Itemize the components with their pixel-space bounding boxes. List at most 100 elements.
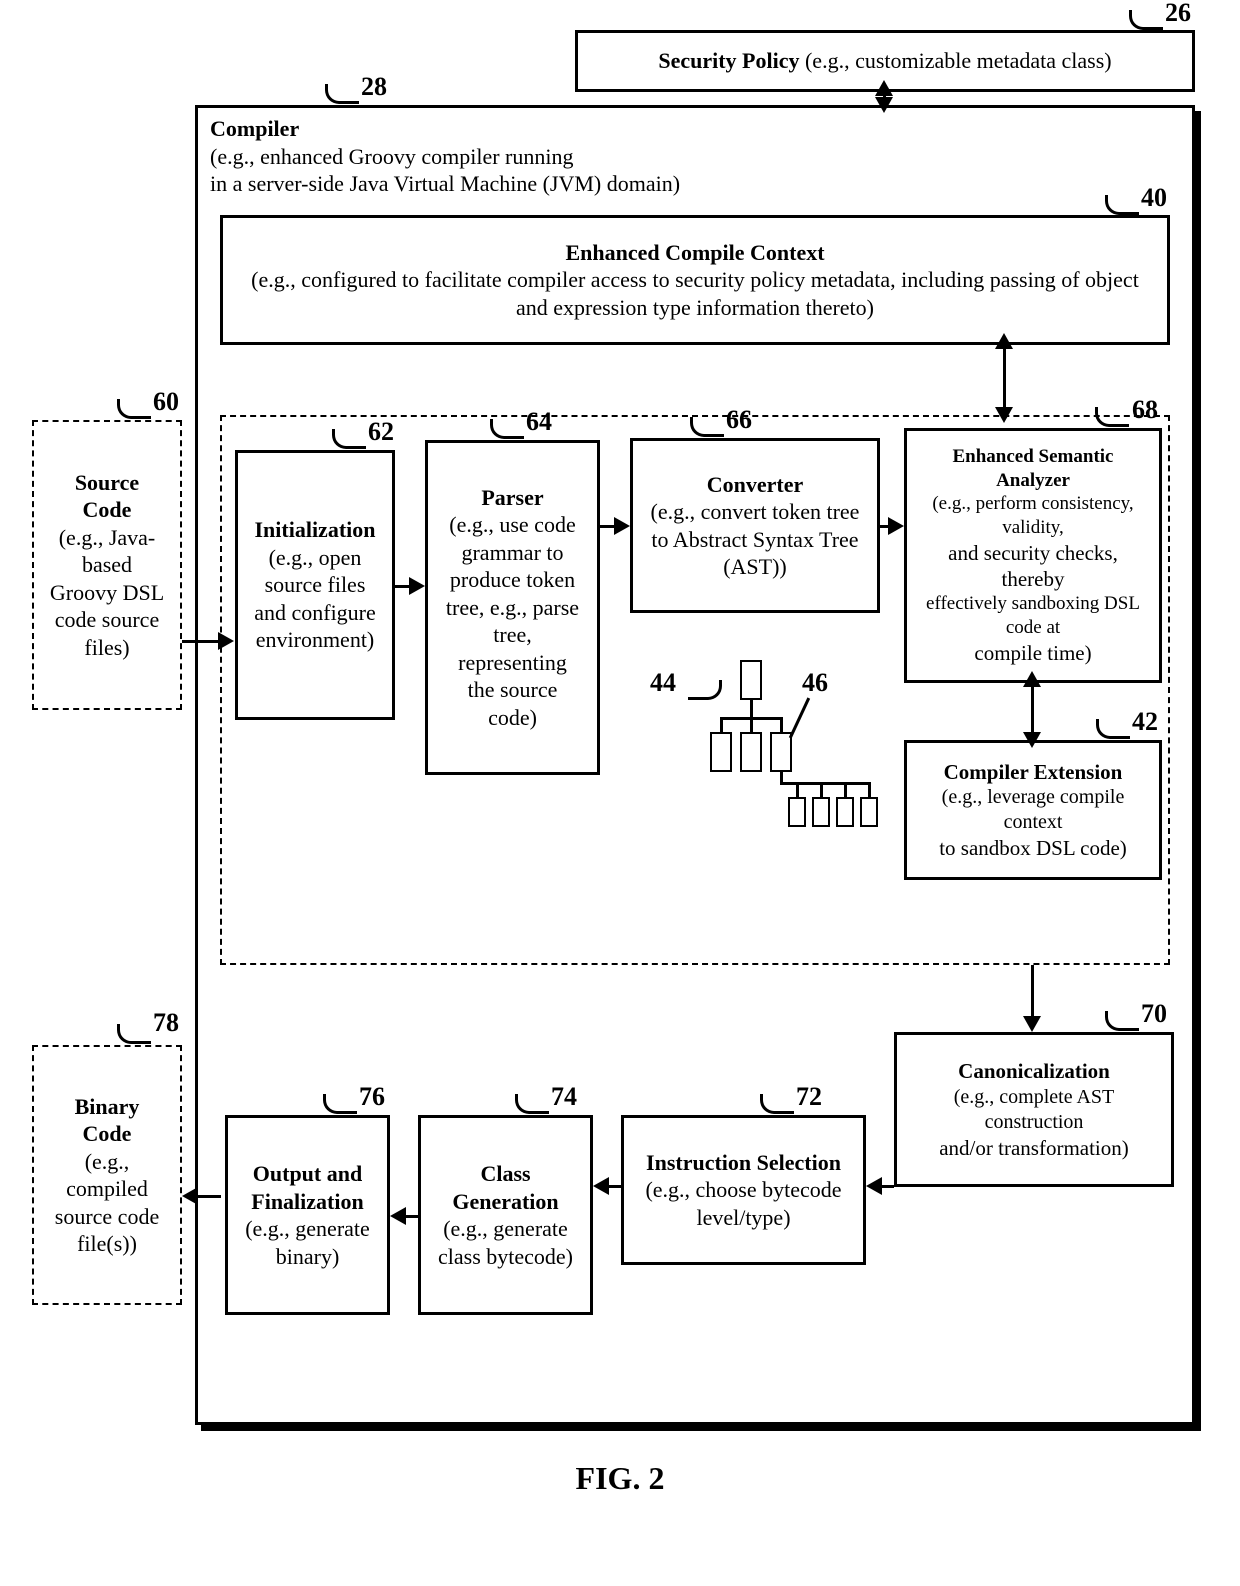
security-policy-title: Security Policy bbox=[658, 48, 799, 73]
parser-t: Parser bbox=[440, 484, 585, 512]
arrowhead-out-bin bbox=[182, 1187, 198, 1205]
can-d1: (e.g., complete AST construction bbox=[909, 1085, 1159, 1135]
bin-t1: Binary bbox=[46, 1093, 168, 1121]
ref-76: 76 bbox=[359, 1082, 385, 1112]
compiler-title: Compiler bbox=[210, 116, 299, 141]
arrowhead-down-cs bbox=[875, 97, 893, 113]
ref-44: 44 bbox=[650, 668, 676, 698]
ref-70: 70 bbox=[1141, 999, 1167, 1029]
ref-64: 64 bbox=[526, 407, 552, 437]
outfin-box: Output and Finalization (e.g., generate … bbox=[225, 1115, 390, 1315]
ref-66: 66 bbox=[726, 405, 752, 435]
ecc-box: Enhanced Compile Context (e.g., configur… bbox=[220, 215, 1170, 345]
cg-d1: (e.g., generate bbox=[433, 1215, 578, 1243]
ref-74: 74 bbox=[551, 1082, 577, 1112]
cext-d2: to sandbox DSL code) bbox=[919, 835, 1147, 861]
ref-68: 68 bbox=[1132, 395, 1158, 425]
arrow-ecc-esa bbox=[1003, 345, 1006, 415]
initialization-box: Initialization (e.g., open source files … bbox=[235, 450, 395, 720]
ref-62: 62 bbox=[368, 417, 394, 447]
ref-72: 72 bbox=[796, 1082, 822, 1112]
parser-d8: code) bbox=[440, 704, 585, 732]
ref-78: 78 bbox=[153, 1008, 179, 1038]
ref-42: 42 bbox=[1132, 707, 1158, 737]
conv-d1: (e.g., convert token tree bbox=[645, 498, 865, 526]
esa-d2: and security checks, thereby bbox=[919, 540, 1147, 593]
arrowhead-cg-out bbox=[390, 1207, 406, 1225]
can-t: Canonicalization bbox=[909, 1058, 1159, 1084]
source-d2: based bbox=[46, 551, 168, 579]
parser-d7: the source bbox=[440, 676, 585, 704]
bin-d4: file(s)) bbox=[46, 1230, 168, 1258]
arrow-can-is bbox=[880, 1185, 894, 1188]
cg-t2: Generation bbox=[433, 1188, 578, 1216]
of-t1: Output and bbox=[240, 1160, 375, 1188]
arrowhead-can-is bbox=[866, 1177, 882, 1195]
bin-d2: compiled bbox=[46, 1175, 168, 1203]
of-d2: binary) bbox=[240, 1243, 375, 1271]
parser-d2: grammar to bbox=[440, 539, 585, 567]
arrowhead-down-ee bbox=[995, 407, 1013, 423]
arrowhead-esa-canon bbox=[1023, 1016, 1041, 1032]
ref-hook-68 bbox=[1095, 407, 1129, 427]
source-d1: (e.g., Java- bbox=[46, 524, 168, 552]
arrowhead-is-cg bbox=[593, 1177, 609, 1195]
init-d2: source files bbox=[250, 571, 380, 599]
source-d4: code source bbox=[46, 606, 168, 634]
figure-canvas: Security Policy (e.g., customizable meta… bbox=[20, 20, 1220, 1520]
arrow-esa-canon bbox=[1031, 965, 1034, 1020]
parser-d5: tree, bbox=[440, 621, 585, 649]
figure-label: FIG. 2 bbox=[20, 1460, 1220, 1497]
can-d2: and/or transformation) bbox=[909, 1135, 1159, 1161]
ref-60: 60 bbox=[153, 387, 179, 417]
source-d3: Groovy DSL bbox=[46, 579, 168, 607]
source-code-box: Source Code (e.g., Java- based Groovy DS… bbox=[32, 420, 182, 710]
ref-hook-62 bbox=[332, 429, 366, 449]
arrowhead-up-ec bbox=[1023, 671, 1041, 687]
ref-hook-76 bbox=[323, 1094, 357, 1114]
ref-hook-72 bbox=[760, 1094, 794, 1114]
cext-d1: (e.g., leverage compile context bbox=[919, 785, 1147, 835]
converter-box: Converter (e.g., convert token tree to A… bbox=[630, 438, 880, 613]
cext-t: Compiler Extension bbox=[919, 759, 1147, 785]
instrsel-box: Instruction Selection (e.g., choose byte… bbox=[621, 1115, 866, 1265]
esa-d3: effectively sandboxing DSL code at bbox=[919, 592, 1147, 640]
esa-d1: (e.g., perform consistency, validity, bbox=[919, 492, 1147, 540]
parser-d3: produce token bbox=[440, 566, 585, 594]
conv-d3: (AST)) bbox=[645, 553, 865, 581]
parser-box: Parser (e.g., use code grammar to produc… bbox=[425, 440, 600, 775]
arrowhead-init-parser bbox=[409, 577, 425, 595]
conv-d2: to Abstract Syntax Tree bbox=[645, 526, 865, 554]
arrowhead-up-cs bbox=[875, 80, 893, 96]
ref-hook-60 bbox=[117, 399, 151, 419]
compiler-extension-box: Compiler Extension (e.g., leverage compi… bbox=[904, 740, 1162, 880]
ref-hook-28 bbox=[325, 84, 359, 104]
binary-code-box: Binary Code (e.g., compiled source code … bbox=[32, 1045, 182, 1305]
ref-hook-26 bbox=[1129, 10, 1163, 30]
source-t2: Code bbox=[46, 496, 168, 524]
security-policy-detail: (e.g., customizable metadata class) bbox=[799, 48, 1111, 73]
esa-d4: compile time) bbox=[919, 640, 1147, 666]
of-d1: (e.g., generate bbox=[240, 1215, 375, 1243]
arrowhead-down-ec bbox=[1023, 732, 1041, 748]
cg-d2: class bytecode) bbox=[433, 1243, 578, 1271]
compiler-labels: Compiler (e.g., enhanced Groovy compiler… bbox=[210, 115, 850, 198]
parser-d1: (e.g., use code bbox=[440, 511, 585, 539]
arrowhead-src-init bbox=[218, 632, 234, 650]
init-t: Initialization bbox=[250, 516, 380, 544]
classgen-box: Class Generation (e.g., generate class b… bbox=[418, 1115, 593, 1315]
is-d1: (e.g., choose bytecode bbox=[636, 1176, 851, 1204]
arrow-is-cg bbox=[607, 1185, 621, 1188]
ref-40: 40 bbox=[1141, 183, 1167, 213]
conv-t: Converter bbox=[645, 471, 865, 499]
bin-d3: source code bbox=[46, 1203, 168, 1231]
arrow-src-init bbox=[182, 640, 220, 643]
source-d5: files) bbox=[46, 634, 168, 662]
bin-d1: (e.g., bbox=[46, 1148, 168, 1176]
esa-box: Enhanced Semantic Analyzer (e.g., perfor… bbox=[904, 428, 1162, 683]
init-d1: (e.g., open bbox=[250, 544, 380, 572]
arrowhead-conv-esa bbox=[888, 517, 904, 535]
ref-hook-70 bbox=[1105, 1011, 1139, 1031]
parser-d6: representing bbox=[440, 649, 585, 677]
ref-hook-64 bbox=[490, 419, 524, 439]
